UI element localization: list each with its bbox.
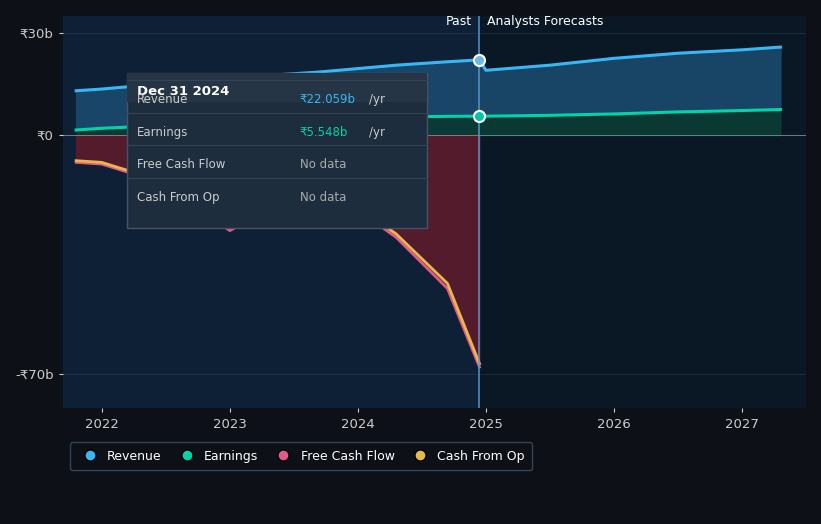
- Text: Past: Past: [446, 15, 472, 28]
- Text: No data: No data: [300, 191, 346, 203]
- Text: /yr: /yr: [369, 93, 385, 106]
- Text: Dec 31 2024: Dec 31 2024: [137, 85, 230, 98]
- Text: Earnings: Earnings: [137, 126, 189, 139]
- Text: No data: No data: [300, 158, 346, 171]
- Text: Free Cash Flow: Free Cash Flow: [137, 158, 226, 171]
- Text: /yr: /yr: [369, 126, 385, 139]
- Text: Revenue: Revenue: [137, 93, 189, 106]
- Bar: [479, 16, 806, 408]
- Text: ₹5.548b: ₹5.548b: [300, 126, 348, 139]
- Text: Cash From Op: Cash From Op: [137, 191, 219, 203]
- Text: ₹22.059b: ₹22.059b: [300, 93, 355, 106]
- Legend: Revenue, Earnings, Free Cash Flow, Cash From Op: Revenue, Earnings, Free Cash Flow, Cash …: [70, 442, 533, 471]
- Bar: [63, 16, 479, 408]
- Text: Analysts Forecasts: Analysts Forecasts: [487, 15, 603, 28]
